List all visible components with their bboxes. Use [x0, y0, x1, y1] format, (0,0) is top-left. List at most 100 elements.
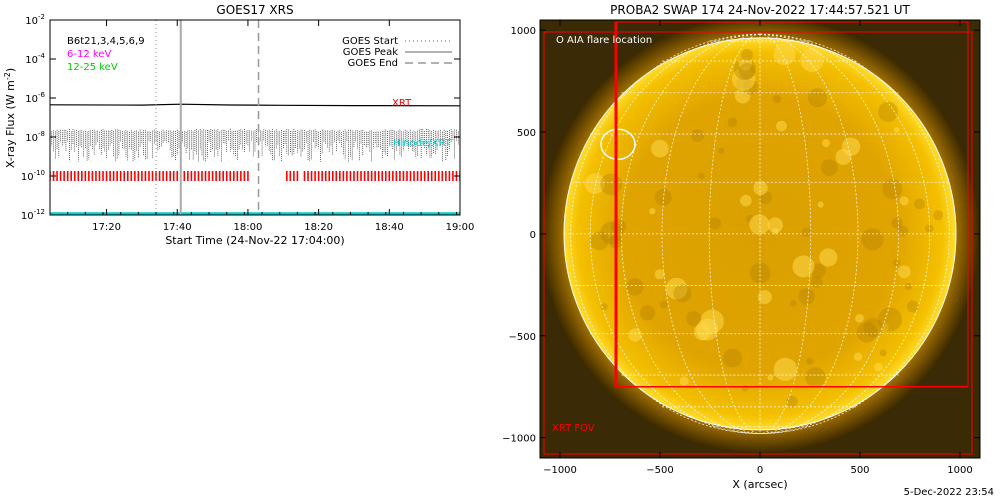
sun-texture-blob [708, 217, 722, 230]
swap-xtick-label: 0 [757, 465, 763, 476]
sun-texture-blob [800, 48, 824, 72]
grid-longitude-line [590, 33, 761, 434]
xrs-legend-left-entry: 12-25 keV [67, 62, 118, 73]
grid-longitude-line [759, 33, 811, 434]
sun-texture-blob [873, 362, 884, 372]
xrs-xtick-label: 17:20 [92, 222, 121, 233]
sun-texture-blob [654, 269, 665, 280]
sun-texture-blob [749, 214, 770, 235]
sun-texture-blob [863, 317, 883, 338]
xrs-axes: 10-12 10-10 10-8 10-6 10-4 10-2 17:20 17:40 18:0… [21, 13, 475, 233]
sun-texture-blob [749, 262, 771, 284]
sun-texture-blob [899, 196, 909, 206]
swap-image [540, 20, 980, 458]
xrt-fov-outer-frame [543, 31, 973, 455]
footer-timestamp: 5-Dec-2022 23:54 [903, 487, 994, 498]
xrs-ytick-label: 10-6 [25, 91, 45, 105]
xrs-legend-right-entry: GOES Start [342, 36, 398, 47]
xrs-ylabel: X-ray Flux (W m-2) [3, 68, 17, 168]
sun-texture-blob [906, 300, 919, 313]
swap-ytick-label: −1000 [502, 434, 536, 445]
sun-texture-blob [820, 159, 838, 176]
sun-texture-blob [772, 94, 782, 104]
sun-texture-blob [878, 307, 902, 332]
sun-texture-blob [773, 357, 797, 382]
sun-texture-blob [882, 178, 903, 200]
sun-texture-blob [584, 173, 606, 194]
xrs-series-xrt [50, 103, 460, 107]
swap-ytick-label: 500 [517, 128, 536, 139]
xrs-ytick-label: 10-10 [21, 169, 45, 183]
sun-texture-blob [811, 263, 826, 279]
xrs-ytick-label: 10-8 [25, 130, 45, 144]
xrs-legend-left-entry: 6-12 keV [67, 49, 111, 60]
sun-texture-blob [798, 288, 815, 305]
xrs-series-label-xrt: XRT [392, 98, 412, 109]
xrs-ylabel-end: ) [4, 68, 17, 72]
xrs-legend-right-entry: GOES Peak [343, 47, 398, 58]
grid-longitude-line [661, 33, 761, 434]
swap-panel: PROBA2 SWAP 174 24-Nov-2022 17:44:57.521… [502, 3, 981, 491]
xrs-ylabel-main: X-ray Flux (W m [4, 80, 17, 168]
swap-ytick-label: 1000 [511, 26, 536, 37]
grid-longitude-line [759, 33, 930, 434]
xrs-ytick-label: 10-4 [25, 52, 45, 66]
sun-texture-blob [650, 139, 669, 158]
sun-texture-blob [654, 188, 672, 206]
sun-texture-blob [740, 194, 752, 207]
sun-texture-blob [914, 198, 925, 210]
sun-texture-blob [659, 300, 668, 309]
sun-texture-blob [893, 127, 900, 134]
swap-ytick-label: −500 [509, 332, 536, 343]
sun-texture-blob [665, 277, 688, 300]
sun-texture-blob [589, 231, 609, 251]
sun-texture-blob [732, 67, 756, 91]
sun-texture-blob [673, 284, 692, 303]
sun-texture-blob [790, 299, 797, 307]
sun-texture-blob [686, 310, 702, 327]
grid-longitude-line [570, 33, 761, 434]
sun-texture-blob [924, 224, 934, 233]
xrs-xtick-label: 18:20 [304, 222, 333, 233]
grid-longitude-line [759, 33, 859, 434]
sun-texture-blob [891, 217, 903, 229]
sun-texture-blob [897, 265, 911, 279]
sun-texture-blob [718, 147, 725, 155]
sun-texture-blob [879, 349, 887, 357]
xrs-title: GOES17 XRS [216, 3, 293, 17]
sun-texture-blob [767, 374, 774, 381]
sun-texture-blob [626, 278, 644, 296]
sun-texture-blob [792, 255, 815, 278]
sun-texture-blob [753, 180, 768, 196]
sun-texture-blob [767, 217, 783, 233]
grid-longitude-line [709, 33, 761, 434]
sun-texture-blob [639, 305, 656, 321]
sun-texture-blob [892, 258, 900, 267]
xrs-plot-frame [49, 19, 461, 216]
sun-texture-blob [861, 228, 884, 251]
sun-texture-blob [805, 357, 814, 365]
sun-texture-blob [805, 366, 826, 388]
sun-texture-blob [904, 283, 912, 291]
sun-texture-blob [741, 48, 753, 61]
sun-texture-blob [734, 87, 751, 104]
sun-texture-blob [786, 395, 798, 408]
sun-texture-blob [933, 210, 944, 221]
xrs-panel: GOES17 XRS 10-12 10-10 10-8 10-6 10-4 10-2 17:… [3, 3, 474, 247]
sun-texture-blob [723, 348, 743, 368]
sun-texture-blob [757, 290, 772, 305]
sun-texture-blob [807, 88, 828, 108]
sun-texture-blob [649, 208, 656, 215]
sun-texture-blob [855, 313, 864, 323]
flare-location-marker [600, 128, 636, 161]
sun-texture-blob [856, 322, 878, 343]
xrs-plot-layer [50, 20, 460, 215]
sun-texture-blob [853, 352, 863, 361]
sun-texture-blob [727, 117, 738, 128]
sun-texture-blob [897, 225, 909, 237]
grid-longitude-line [759, 33, 899, 434]
sun-texture-blob [628, 328, 642, 342]
sun-texture-blob [810, 275, 823, 288]
flare-marker-legend: O AIA flare location [556, 35, 652, 46]
